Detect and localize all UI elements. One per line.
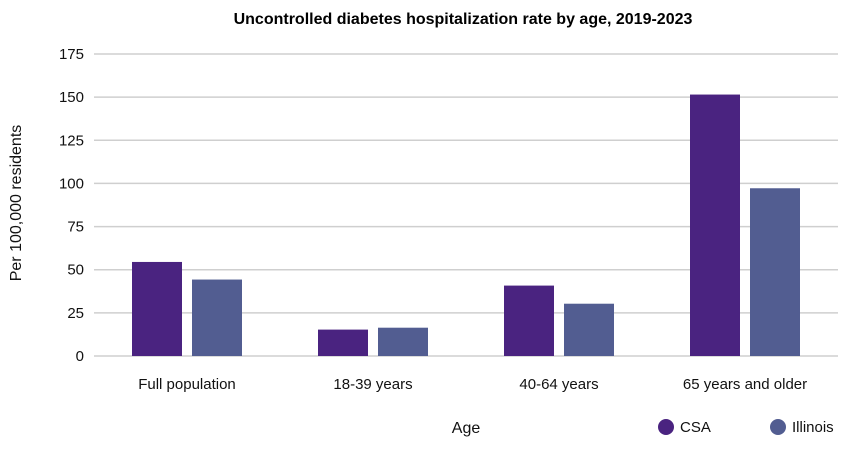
legend-label-illinois: Illinois — [792, 419, 834, 436]
x-tick-label: 40-64 years — [519, 376, 598, 393]
legend: CSA Illinois — [658, 419, 834, 436]
bar-illinois-3 — [750, 188, 800, 356]
bar-illinois-1 — [378, 327, 428, 356]
bar-csa-0 — [132, 261, 182, 356]
x-tick-label: Full population — [138, 376, 236, 393]
x-tick-labels: Full population 18-39 years 40-64 years 65 … — [138, 376, 807, 393]
x-tick-label: 18-39 years — [333, 376, 412, 393]
y-tick-labels: 0 25 50 75 100 125 150 175 — [59, 46, 84, 365]
bar-illinois-2 — [564, 303, 614, 356]
x-axis-label: Age — [452, 420, 481, 437]
y-tick-label: 0 — [76, 348, 84, 365]
y-tick-label: 175 — [59, 46, 84, 63]
y-axis-label: Per 100,000 residents — [8, 125, 25, 282]
legend-label-csa: CSA — [680, 419, 711, 436]
y-tick-label: 25 — [67, 305, 84, 322]
y-tick-label: 100 — [59, 175, 84, 192]
bar-csa-1 — [318, 329, 368, 356]
bar-csa-3 — [690, 94, 740, 356]
bars — [132, 94, 800, 356]
y-tick-label: 125 — [59, 132, 84, 149]
x-tick-label: 65 years and older — [683, 376, 807, 393]
y-tick-label: 50 — [67, 262, 84, 279]
bar-illinois-0 — [192, 279, 242, 356]
y-tick-label: 75 — [67, 219, 84, 236]
chart-title: Uncontrolled diabetes hospitalization ra… — [234, 11, 693, 28]
y-tick-label: 150 — [59, 89, 84, 106]
bar-csa-2 — [504, 285, 554, 356]
legend-marker-csa — [658, 419, 674, 435]
legend-marker-illinois — [770, 419, 786, 435]
